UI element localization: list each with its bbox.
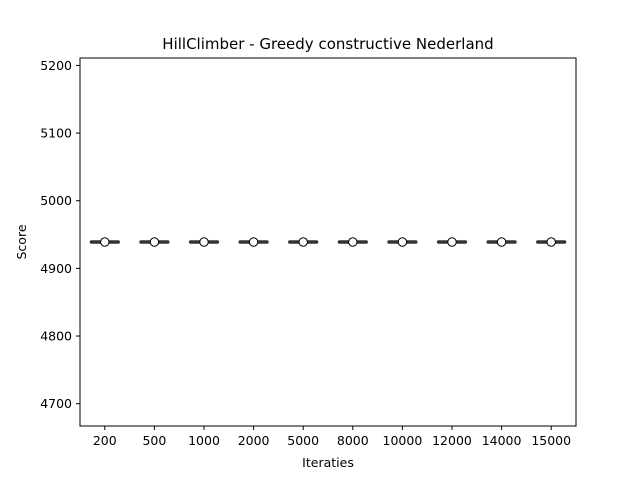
mean-marker-10000 xyxy=(397,237,408,247)
x-tick-label: 14000 xyxy=(482,433,522,448)
x-axis: 200 500 1000 2000 5000 8000 10000 12000 14000 150… xyxy=(93,426,571,448)
mean-marker-5000 xyxy=(298,237,308,247)
x-tick-label: 15000 xyxy=(531,433,571,448)
mean-marker-2000 xyxy=(248,237,259,247)
plot-frame xyxy=(79,57,577,427)
chart-title: HillClimber - Greedy constructive Nederl… xyxy=(162,35,493,53)
y-tick-label: 5100 xyxy=(40,126,72,141)
mean-marker-15000 xyxy=(546,237,556,247)
y-axis-label: Score xyxy=(14,224,29,259)
mean-marker-200 xyxy=(100,237,110,247)
x-tick-label: 2000 xyxy=(238,433,270,448)
mean-marker-1000 xyxy=(199,237,209,247)
x-tick-label: 500 xyxy=(142,433,166,448)
x-tick-label: 10000 xyxy=(383,433,423,448)
x-tick-label: 1000 xyxy=(188,433,220,448)
mean-marker-500 xyxy=(149,237,160,247)
y-tick-label: 4800 xyxy=(40,329,72,344)
x-tick-label: 200 xyxy=(93,433,117,448)
mean-marker-8000 xyxy=(348,237,358,247)
y-tick-label: 4700 xyxy=(40,396,72,411)
mean-marker-14000 xyxy=(496,237,507,247)
boxes xyxy=(89,237,567,247)
y-axis: 4700 4800 4900 5000 5100 5200 xyxy=(40,58,80,411)
y-tick-label: 5200 xyxy=(40,58,72,73)
y-tick-label: 4900 xyxy=(40,261,72,276)
mean-marker-12000 xyxy=(447,237,457,247)
x-tick-label: 8000 xyxy=(337,433,369,448)
x-tick-label: 5000 xyxy=(287,433,319,448)
x-axis-label: Iteraties xyxy=(302,455,354,470)
y-tick-label: 5000 xyxy=(40,193,72,208)
x-tick-label: 12000 xyxy=(432,433,472,448)
